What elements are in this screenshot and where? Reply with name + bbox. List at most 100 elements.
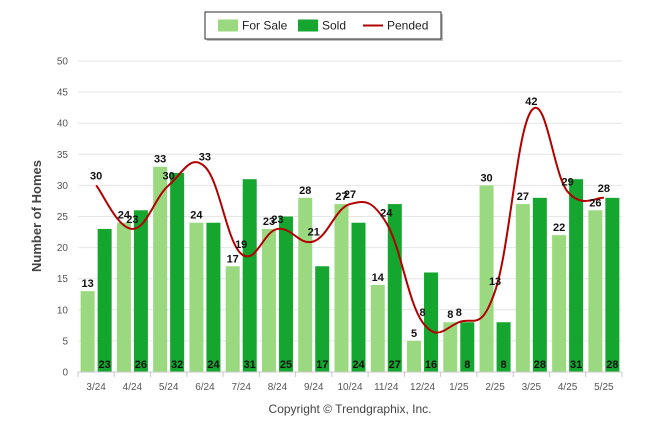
data-label-sold: 24 <box>207 359 220 371</box>
x-tick-label: 12/24 <box>410 382 435 393</box>
bar-for-sale <box>443 322 458 372</box>
y-tick-label: 5 <box>62 336 68 347</box>
bar-for-sale <box>479 185 494 372</box>
data-label-for-sale: 17 <box>227 253 239 265</box>
bar-sold <box>315 266 330 372</box>
x-tick-label: 4/25 <box>558 382 578 393</box>
data-label-for-sale: 27 <box>517 191 529 203</box>
x-tick-label: 5/24 <box>159 382 179 393</box>
data-label-sold: 32 <box>171 359 183 371</box>
pended-line <box>95 106 605 334</box>
bars <box>80 166 620 372</box>
data-label-sold: 31 <box>244 359 256 371</box>
x-tick-label: 3/25 <box>522 382 542 393</box>
data-label-pended: 21 <box>308 226 320 238</box>
legend-box <box>204 11 442 40</box>
data-label-for-sale: 8 <box>447 309 453 321</box>
bar-sold <box>532 197 547 372</box>
pended-line-layer <box>95 106 605 334</box>
data-label-pended: 23 <box>126 214 138 226</box>
legend-label-for-sale: For Sale <box>242 19 288 33</box>
x-tick-label: 10/24 <box>337 382 362 393</box>
x-tick-label: 7/24 <box>231 382 251 393</box>
data-label-for-sale: 33 <box>154 154 166 166</box>
y-tick-label: 40 <box>57 119 69 130</box>
data-label-sold: 27 <box>389 359 401 371</box>
data-label-sold: 16 <box>425 359 437 371</box>
data-label-for-sale: 26 <box>589 197 601 209</box>
legend-swatch-for-sale <box>218 19 238 32</box>
legend[interactable]: For Sale Sold Pended <box>204 11 443 41</box>
data-label-pended: 29 <box>561 177 573 189</box>
data-label-sold: 8 <box>464 359 470 371</box>
bar-for-sale <box>116 222 131 372</box>
bar-sold <box>424 272 439 372</box>
data-label-for-sale: 5 <box>411 328 417 340</box>
data-label-sold: 25 <box>280 359 292 371</box>
legend-label-pended: Pended <box>387 19 428 33</box>
y-tick-label: 15 <box>57 274 69 285</box>
bar-sold <box>351 222 366 372</box>
legend-item-pended[interactable]: Pended <box>363 19 428 33</box>
x-tick-label: 11/24 <box>374 382 399 393</box>
data-label-sold: 17 <box>316 359 328 371</box>
bar-for-sale <box>225 266 240 372</box>
data-label-sold: 31 <box>570 359 582 371</box>
bar-for-sale <box>189 222 204 372</box>
data-label-pended: 33 <box>199 152 211 164</box>
data-label-pended: 42 <box>525 96 537 108</box>
y-tick-label: 20 <box>57 243 69 254</box>
x-tick-label: 4/24 <box>123 382 143 393</box>
data-label-pended: 24 <box>380 208 393 220</box>
data-label-for-sale: 23 <box>263 216 275 228</box>
y-tick-label: 50 <box>57 57 69 68</box>
x-tick-label: 1/25 <box>449 382 469 393</box>
bar-for-sale <box>261 228 276 372</box>
legend-swatch-sold <box>298 19 318 32</box>
data-label-for-sale: 24 <box>118 210 131 222</box>
bar-sold <box>387 204 402 372</box>
data-label-pended: 30 <box>163 170 175 182</box>
data-label-sold: 26 <box>135 359 147 371</box>
y-tick-label: 35 <box>57 150 69 161</box>
bar-for-sale <box>153 166 168 372</box>
x-tick-label: 9/24 <box>304 382 324 393</box>
data-label-pended: 27 <box>344 189 356 201</box>
bar-sold <box>278 216 293 372</box>
data-label-pended: 19 <box>235 239 247 251</box>
x-tick-label: 2/25 <box>485 382 505 393</box>
data-label-for-sale: 28 <box>299 185 311 197</box>
bar-for-sale <box>407 340 422 372</box>
x-tick-label: 3/24 <box>86 382 106 393</box>
data-label-sold: 28 <box>606 359 618 371</box>
legend-item-for-sale[interactable]: For Sale <box>218 19 288 33</box>
y-tick-label: 30 <box>57 181 69 192</box>
y-tick-label: 10 <box>57 305 69 316</box>
data-label-for-sale: 13 <box>82 278 94 290</box>
bar-sold <box>569 179 584 372</box>
data-label-pended: 30 <box>90 170 102 182</box>
legend-item-sold[interactable]: Sold <box>298 19 346 33</box>
copyright-credit: Copyright © Trendgraphix, Inc. <box>269 402 432 416</box>
data-label-for-sale: 24 <box>190 210 203 222</box>
bar-sold <box>496 322 511 372</box>
bar-for-sale <box>80 291 95 372</box>
bar-for-sale <box>552 235 567 372</box>
data-label-pended: 23 <box>271 214 283 226</box>
x-tick-label: 8/24 <box>268 382 288 393</box>
bar-sold <box>605 197 620 372</box>
y-tick-label: 25 <box>57 212 69 223</box>
data-label-for-sale: 22 <box>553 222 565 234</box>
bar-for-sale <box>515 204 530 372</box>
data-label-for-sale: 14 <box>372 272 385 284</box>
bar-for-sale <box>370 284 385 372</box>
data-label-pended: 8 <box>419 307 425 319</box>
data-label-sold: 23 <box>99 359 111 371</box>
data-label-sold: 24 <box>352 359 365 371</box>
data-label-sold: 8 <box>501 359 507 371</box>
bar-sold <box>133 210 148 372</box>
bar-sold <box>242 179 257 372</box>
